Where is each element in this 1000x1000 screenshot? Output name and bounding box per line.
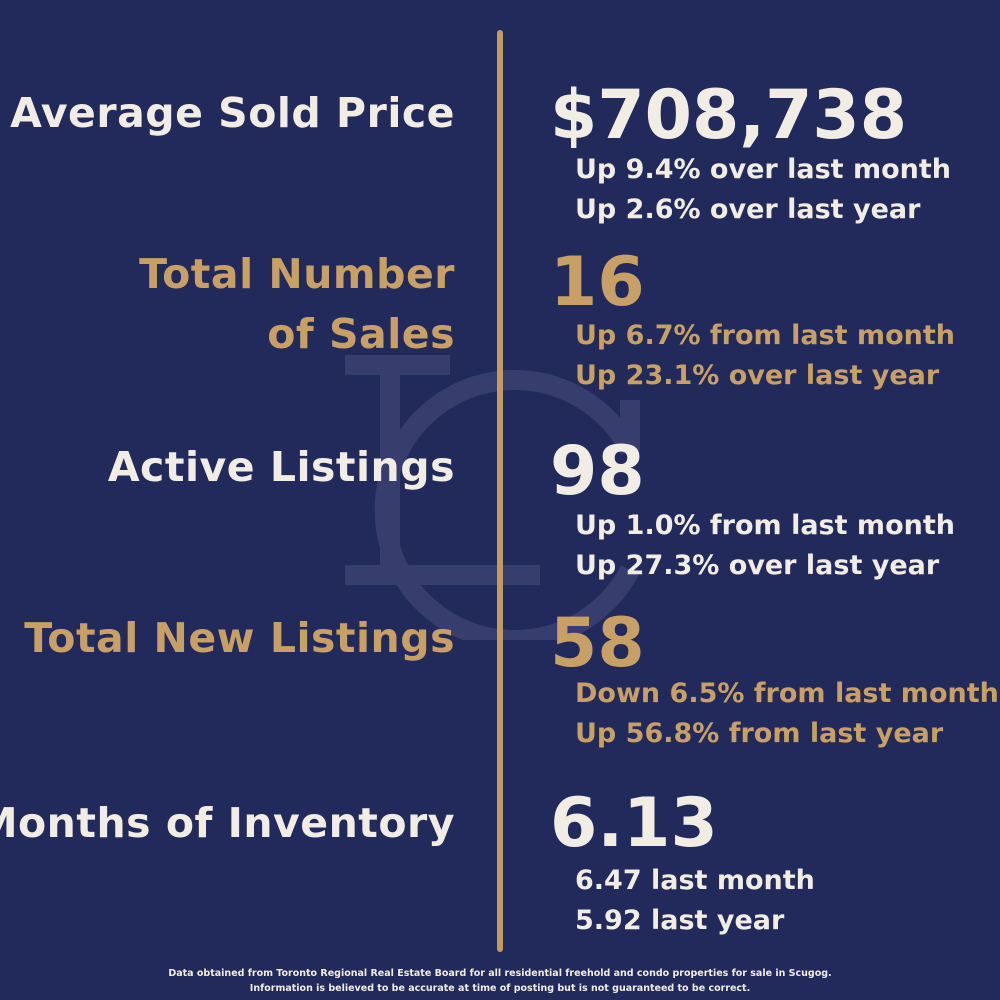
months-of-inventory-value: 6.13	[550, 784, 718, 863]
average-sold-price-monthly-change: Up 9.4% over last month	[575, 154, 951, 185]
total-new-listings-monthly-change: Down 6.5% from last month	[575, 678, 999, 709]
total-sales-label-line2: of Sales	[267, 310, 455, 358]
total-new-listings-label: Total New Listings	[24, 614, 455, 662]
total-new-listings-yearly-change: Up 56.8% from last year	[575, 718, 944, 749]
months-of-inventory-last-month: 6.47 last month	[575, 865, 815, 896]
total-sales-value: 16	[550, 243, 645, 322]
logo-watermark	[345, 355, 640, 640]
data-source-footnote: Data obtained from Toronto Regional Real…	[0, 966, 1000, 996]
total-sales-yearly-change: Up 23.1% over last year	[575, 360, 940, 391]
average-sold-price-label: Average Sold Price	[10, 89, 455, 137]
footnote-line-2: Information is believed to be accurate a…	[249, 983, 751, 994]
active-listings-monthly-change: Up 1.0% from last month	[575, 510, 955, 541]
active-listings-label: Active Listings	[107, 443, 455, 491]
months-of-inventory-label: Months of Inventory	[0, 799, 455, 847]
center-divider	[497, 30, 503, 952]
average-sold-price-yearly-change: Up 2.6% over last year	[575, 194, 921, 225]
months-of-inventory-last-year: 5.92 last year	[575, 905, 785, 936]
active-listings-yearly-change: Up 27.3% over last year	[575, 550, 940, 581]
active-listings-value: 98	[550, 432, 645, 511]
total-sales-label-line1: Total Number	[139, 250, 455, 298]
total-new-listings-value: 58	[550, 604, 645, 683]
average-sold-price-value: $708,738	[550, 76, 908, 155]
total-sales-monthly-change: Up 6.7% from last month	[575, 320, 955, 351]
footnote-line-1: Data obtained from Toronto Regional Real…	[168, 968, 832, 979]
